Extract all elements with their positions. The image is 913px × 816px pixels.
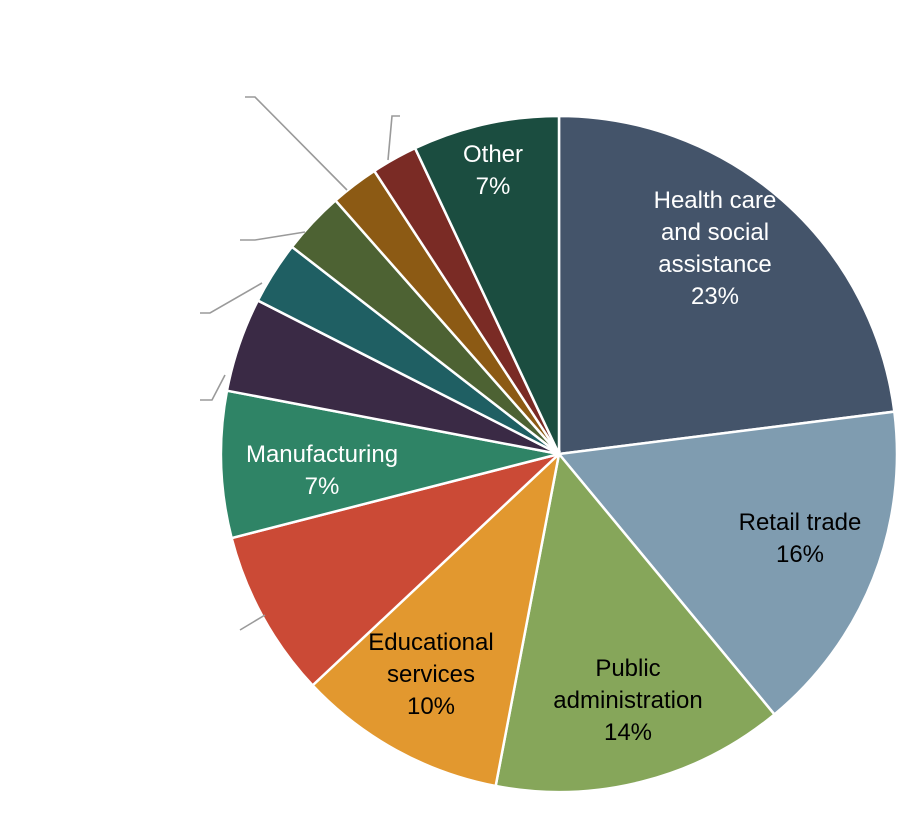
pie-slice-1 [556, 410, 899, 717]
pie-slice-2 [494, 451, 777, 794]
slice-label-1: Retail trade 16% [739, 509, 862, 568]
pie-slice-5 [219, 389, 560, 540]
slice-label-0: Health care and social assistance 23% [654, 187, 777, 310]
slice-label-line: services [387, 661, 475, 688]
slice-label-line: 10% [407, 693, 455, 720]
slice-label-5: Manufacturing 7% [246, 441, 398, 500]
slice-label-11: Other 7% [463, 141, 523, 200]
leader-line-4 [239, 614, 266, 631]
slice-label-line: 7% [476, 173, 511, 200]
leader-line-6 [200, 374, 226, 401]
slice-label-line: assistance [658, 251, 771, 278]
leader-line-10 [387, 115, 400, 161]
slice-label-line: 7% [305, 473, 340, 500]
slice-label-line: Manufacturing [246, 441, 398, 468]
slice-label-line: administration [553, 687, 702, 714]
slice-label-line: Public [595, 655, 660, 682]
slice-label-line: Health care [654, 187, 777, 214]
leader-line-9 [245, 96, 348, 191]
slice-labels: Health care and social assistance 23% Retail… [246, 141, 861, 746]
slice-label-line: 14% [604, 719, 652, 746]
leader-line-8 [240, 231, 306, 241]
slice-label-line: Other [463, 141, 523, 168]
slice-label-line: 23% [691, 283, 739, 310]
slice-label-line: Educational [368, 629, 493, 656]
slice-label-line: and social [661, 219, 769, 246]
leader-line-7 [200, 282, 263, 314]
pie-slices [219, 114, 899, 794]
slice-label-line: 16% [776, 541, 824, 568]
slice-label-line: Retail trade [739, 509, 862, 536]
slice-label-2: Public administration 14% [553, 655, 702, 746]
slice-label-3: Educational services 10% [368, 629, 493, 720]
pie-slice-3 [310, 450, 561, 788]
pie-slice-0 [557, 114, 896, 456]
leader-lines [200, 96, 400, 631]
pie-slice-11 [413, 114, 561, 455]
